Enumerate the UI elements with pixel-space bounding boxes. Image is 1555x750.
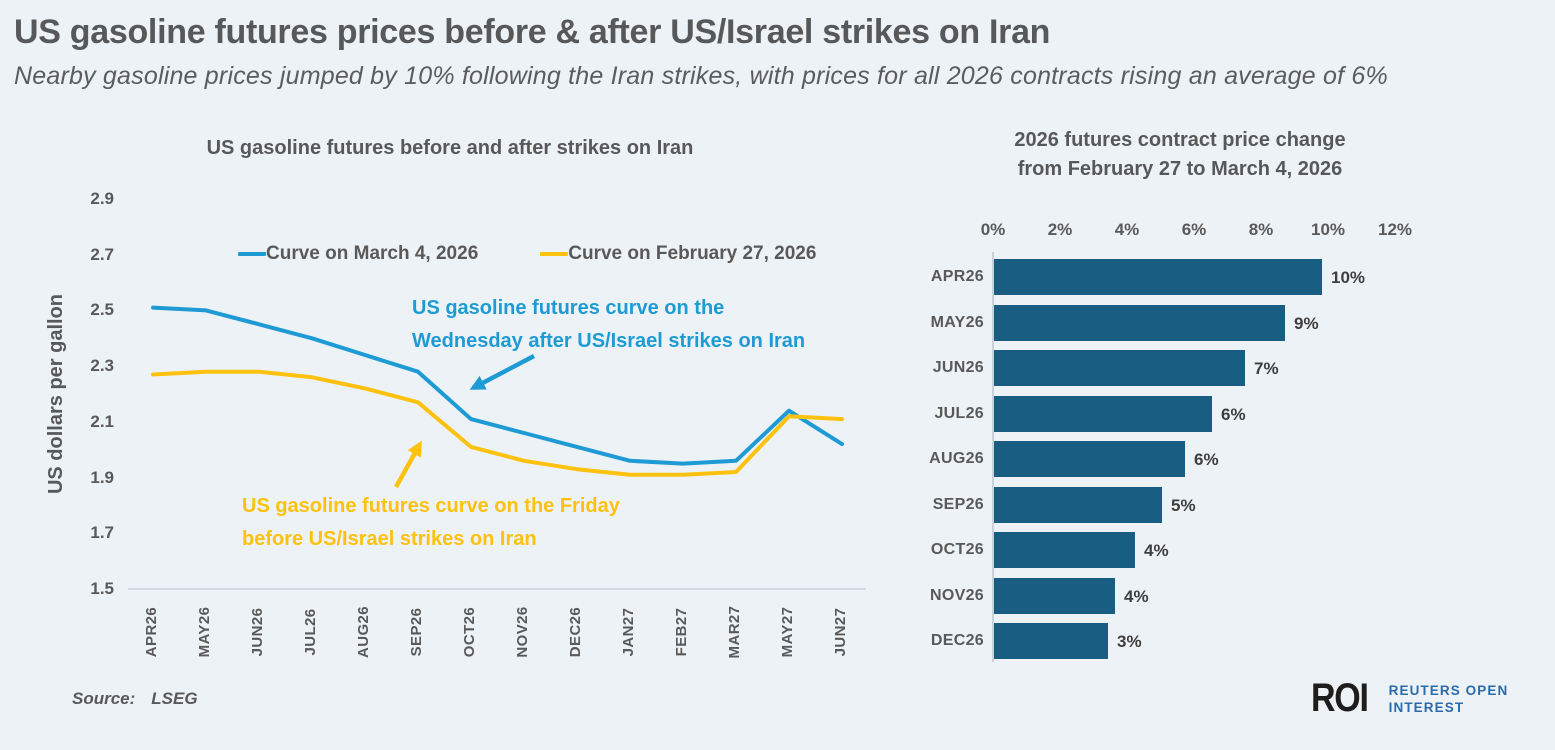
legend-label-march-4: Curve on March 4, 2026 xyxy=(266,243,479,264)
bar-value-label: 10% xyxy=(1331,268,1366,287)
legend-swatch-march-4 xyxy=(238,252,266,256)
bar-x-tick-label: 4% xyxy=(1114,220,1140,239)
y-tick-label: 1.9 xyxy=(90,467,114,487)
legend-swatch-february-27 xyxy=(540,252,569,256)
source-label: Source: xyxy=(72,689,136,708)
bar-category-label: OCT26 xyxy=(930,541,984,558)
bar xyxy=(994,259,1322,295)
bar xyxy=(994,532,1135,568)
bar-category-label: NOV26 xyxy=(930,586,984,604)
bar xyxy=(994,623,1108,659)
bar xyxy=(994,304,1285,341)
bar xyxy=(994,577,1115,614)
line-chart-title: US gasoline futures before and after str… xyxy=(206,137,694,159)
roi-logo-mark: ROI xyxy=(1311,676,1369,720)
bar-chart-axis-line xyxy=(992,252,994,662)
x-tick-label: JAN27 xyxy=(620,607,637,657)
y-tick-label: 2.5 xyxy=(90,300,114,320)
bar-category-label: DEC26 xyxy=(930,632,984,649)
y-tick-label: 2.9 xyxy=(90,188,114,208)
annotation-before-strikes: US gasoline futures curve on the Friday … xyxy=(242,495,620,550)
bar-value-label: 6% xyxy=(1221,404,1246,424)
y-tick-label: 2.7 xyxy=(90,244,114,264)
y-tick-label: 2.1 xyxy=(90,411,114,431)
bar-value-label: 4% xyxy=(1144,541,1169,560)
bar-category-label: JUL26 xyxy=(934,404,984,422)
bar xyxy=(994,441,1185,477)
y-tick-label: 1.7 xyxy=(90,523,114,543)
bar-category-label: JUN26 xyxy=(932,359,984,376)
x-tick-label: AUG26 xyxy=(355,605,372,659)
bar-x-tick-label: 2% xyxy=(1047,220,1073,239)
legend-item-march-4: Curve on March 4, 2026 xyxy=(238,243,478,265)
bar-category-label: MAY26 xyxy=(930,313,984,331)
annotation-arrow-yellow xyxy=(394,440,422,489)
bar-chart-title: 2026 futures contract price change from … xyxy=(1014,129,1346,180)
bar-x-tick-label: 10% xyxy=(1310,220,1346,239)
bar-value-label: 6% xyxy=(1194,450,1219,469)
legend-label-february-27: Curve on February 27, 2026 xyxy=(568,243,817,264)
x-tick-label: APR26 xyxy=(143,606,160,658)
x-tick-label: JUL26 xyxy=(302,608,319,656)
source-value: LSEG xyxy=(151,689,198,708)
bar xyxy=(994,395,1212,432)
x-tick-label: FEB27 xyxy=(673,607,690,657)
x-tick-label: MAY26 xyxy=(196,606,213,658)
bar xyxy=(994,350,1245,386)
x-tick-label: DEC26 xyxy=(567,606,584,658)
bar-x-tick-label: 8% xyxy=(1248,220,1274,239)
x-tick-label: MAY27 xyxy=(779,606,796,658)
bar-value-label: 7% xyxy=(1254,359,1279,378)
bar-category-label: APR26 xyxy=(930,268,984,285)
page-title: US gasoline futures prices before & afte… xyxy=(14,13,1051,51)
x-tick-label: OCT26 xyxy=(461,606,478,658)
series-line xyxy=(151,369,844,477)
bar-x-tick-label: 0% xyxy=(980,220,1006,239)
bar-category-label: SEP26 xyxy=(932,495,984,513)
legend-item-february-27: Curve on February 27, 2026 xyxy=(540,243,816,265)
roi-logo-wordmark: REUTERS OPEN INTEREST xyxy=(1388,683,1509,715)
bar-value-label: 3% xyxy=(1117,632,1142,651)
x-tick-label: JUN26 xyxy=(249,607,266,657)
annotation-after-strikes: US gasoline futures curve on the Wednesd… xyxy=(412,297,806,352)
x-tick-label: SEP26 xyxy=(408,607,425,657)
x-tick-label: NOV26 xyxy=(514,606,531,658)
page-subtitle: Nearby gasoline prices jumped by 10% fol… xyxy=(14,62,1388,90)
bar-value-label: 9% xyxy=(1294,313,1319,333)
roi-logo: ROI REUTERS OPEN INTEREST xyxy=(1311,676,1509,720)
bar-x-tick-label: 6% xyxy=(1181,220,1207,239)
x-tick-label: JUN27 xyxy=(832,607,849,657)
annotation-arrow-blue xyxy=(469,354,536,390)
bar-x-tick-label: 12% xyxy=(1377,220,1413,239)
y-tick-label: 2.3 xyxy=(90,356,114,376)
y-tick-label: 1.5 xyxy=(90,579,114,598)
bar-value-label: 5% xyxy=(1171,495,1196,515)
source-note: Source: LSEG xyxy=(72,689,198,709)
bar xyxy=(994,486,1162,523)
line-chart-legend: Curve on March 4, 2026 Curve on February… xyxy=(238,243,816,265)
bar-category-label: AUG26 xyxy=(929,450,984,467)
x-tick-label: MAR27 xyxy=(726,605,743,659)
bar-value-label: 4% xyxy=(1124,586,1149,606)
